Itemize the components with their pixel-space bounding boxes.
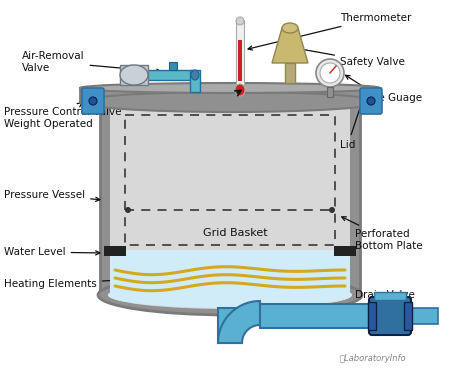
Bar — [120, 65, 148, 85]
Ellipse shape — [98, 275, 362, 315]
Bar — [368, 302, 376, 330]
Ellipse shape — [282, 23, 298, 33]
Bar — [404, 302, 412, 330]
Bar — [238, 40, 242, 81]
Bar — [374, 292, 406, 300]
Ellipse shape — [236, 17, 244, 25]
Text: Lid: Lid — [340, 97, 365, 150]
Bar — [285, 63, 295, 83]
Ellipse shape — [120, 65, 148, 85]
Text: Drain Valve: Drain Valve — [355, 290, 415, 300]
FancyBboxPatch shape — [369, 297, 411, 335]
Bar — [260, 304, 380, 328]
Ellipse shape — [191, 70, 199, 80]
Ellipse shape — [108, 281, 352, 309]
Polygon shape — [218, 301, 260, 343]
Ellipse shape — [80, 92, 380, 112]
Bar — [190, 70, 200, 92]
Ellipse shape — [235, 84, 245, 96]
Ellipse shape — [125, 207, 131, 213]
Bar — [104, 246, 126, 256]
Text: ⒶLaboratoryInfo: ⒶLaboratoryInfo — [340, 354, 407, 363]
Bar — [100, 100, 360, 295]
Ellipse shape — [80, 83, 380, 93]
Ellipse shape — [316, 59, 344, 87]
Ellipse shape — [367, 97, 375, 105]
Bar — [408, 308, 438, 324]
Text: Perforated
Bottom Plate: Perforated Bottom Plate — [342, 217, 423, 251]
Text: Grid Basket: Grid Basket — [203, 228, 267, 238]
Text: Heating Elements: Heating Elements — [4, 278, 116, 289]
Ellipse shape — [329, 207, 335, 213]
Ellipse shape — [89, 97, 97, 105]
Ellipse shape — [320, 63, 340, 83]
Text: Pressure Control Valve
Weight Operated: Pressure Control Valve Weight Operated — [4, 103, 121, 129]
Bar — [125, 115, 335, 245]
Bar — [334, 246, 356, 256]
Bar — [110, 250, 350, 295]
Ellipse shape — [108, 282, 352, 308]
Bar — [236, 20, 244, 86]
Text: Air-Removal
Valve: Air-Removal Valve — [22, 51, 161, 73]
Bar — [169, 62, 177, 70]
Text: Thermometer: Thermometer — [248, 13, 411, 50]
Text: Pressure Guage: Pressure Guage — [340, 75, 422, 103]
Bar — [218, 308, 242, 343]
Text: Safety Valve: Safety Valve — [299, 47, 405, 67]
FancyBboxPatch shape — [360, 88, 382, 114]
Bar — [80, 88, 380, 100]
Bar — [327, 87, 333, 97]
FancyBboxPatch shape — [82, 88, 104, 114]
Bar — [110, 100, 350, 285]
Bar — [145, 70, 195, 80]
Polygon shape — [272, 28, 308, 63]
Text: Pressure Vessel: Pressure Vessel — [4, 190, 100, 201]
Text: Water Level: Water Level — [4, 247, 100, 257]
